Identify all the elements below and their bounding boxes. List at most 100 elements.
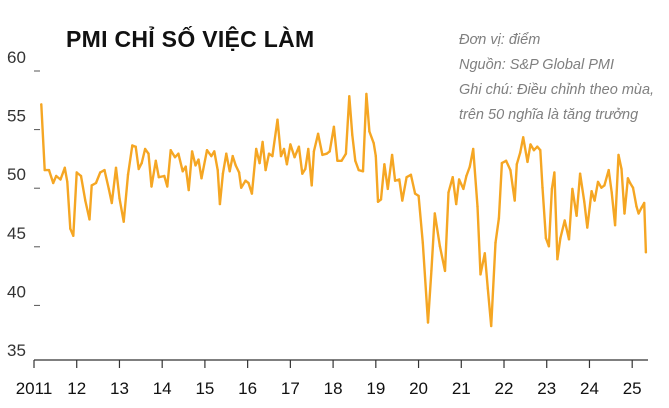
data-point	[357, 168, 360, 172]
x-tick-label: 25	[623, 379, 642, 398]
data-point	[457, 178, 461, 181]
data-point	[216, 168, 219, 172]
data-point	[643, 201, 646, 205]
data-point	[276, 118, 279, 121]
data-point	[267, 152, 271, 155]
data-point	[114, 166, 118, 169]
data-point	[205, 149, 209, 152]
data-point	[613, 224, 617, 227]
data-point	[225, 152, 228, 155]
data-point	[401, 199, 404, 202]
data-point	[190, 150, 194, 153]
data-point	[447, 191, 450, 194]
y-tick-label: 55	[7, 107, 26, 126]
data-point	[640, 206, 643, 209]
data-point	[66, 180, 69, 184]
x-axis: 2011 12 13 14 15 16 17 18 19 20 21 22 23 24 25	[16, 359, 648, 398]
data-point	[476, 205, 479, 208]
data-point	[344, 152, 348, 155]
chart-title: PMI CHỈ SỐ VIỆC LÀM	[66, 26, 315, 52]
data-point	[289, 143, 292, 146]
data-point	[443, 269, 447, 273]
data-point	[166, 185, 169, 188]
data-point	[43, 168, 46, 172]
data-point	[526, 160, 529, 164]
data-point	[79, 174, 83, 178]
data-point	[539, 149, 542, 152]
data-point	[413, 192, 417, 195]
data-point	[596, 180, 600, 184]
data-point	[271, 154, 274, 158]
data-point	[221, 172, 225, 175]
data-point	[417, 194, 420, 198]
data-point	[147, 152, 150, 155]
data-point	[134, 145, 137, 148]
data-point	[177, 152, 180, 155]
x-tick-label: 12	[67, 379, 86, 398]
data-point	[575, 214, 578, 217]
data-point	[519, 151, 522, 154]
x-tick-label: 18	[324, 379, 343, 398]
data-point	[75, 171, 78, 174]
y-tick-label: 35	[7, 341, 26, 360]
data-point	[536, 145, 539, 148]
data-point	[110, 201, 114, 205]
data-point	[563, 219, 566, 222]
data-point	[513, 199, 516, 202]
data-point	[143, 147, 147, 151]
data-point	[293, 156, 296, 159]
data-point	[504, 159, 508, 162]
data-point	[617, 153, 620, 157]
y-tick-label: 50	[7, 165, 26, 184]
data-point	[264, 168, 267, 172]
data-point	[405, 176, 408, 179]
data-point	[187, 188, 190, 192]
data-point	[131, 144, 134, 147]
data-point	[398, 178, 401, 181]
data-point	[107, 187, 111, 191]
data-point	[593, 199, 596, 202]
data-point	[607, 168, 610, 172]
data-point	[250, 192, 254, 195]
data-point	[103, 168, 106, 172]
data-point	[200, 177, 203, 180]
data-point	[631, 186, 635, 189]
data-point	[372, 142, 375, 145]
data-point	[644, 251, 648, 254]
data-point	[118, 197, 121, 200]
data-point	[228, 170, 231, 173]
y-tick-label: 40	[7, 282, 26, 301]
data-point	[240, 186, 243, 189]
data-point	[197, 158, 200, 161]
data-point	[340, 159, 343, 162]
data-point	[285, 163, 289, 166]
data-point	[468, 165, 471, 168]
data-point	[282, 147, 286, 151]
data-point	[553, 171, 556, 174]
data-point	[532, 149, 536, 152]
data-point	[483, 252, 486, 255]
chart-notes: Đơn vị: điểm Nguồn: S&P Global PMI Ghi c…	[459, 28, 664, 128]
data-point	[603, 184, 606, 187]
x-tick-label: 20	[409, 379, 428, 398]
y-axis: 60 55 50 45 40 35	[7, 48, 40, 360]
data-point	[500, 161, 504, 165]
data-point	[169, 149, 172, 152]
y-tick-label: 60	[7, 48, 26, 67]
data-point	[47, 168, 51, 172]
data-point	[586, 226, 589, 229]
data-point	[237, 171, 241, 174]
data-point	[426, 321, 430, 324]
data-point	[304, 167, 307, 171]
data-point	[194, 164, 197, 167]
x-tick-label: 16	[238, 379, 257, 398]
data-point	[307, 147, 310, 151]
data-point	[509, 168, 512, 172]
data-point	[455, 202, 458, 206]
data-point	[571, 187, 574, 191]
data-point	[465, 174, 468, 178]
data-point	[52, 181, 55, 185]
data-point	[210, 154, 213, 158]
data-point	[368, 130, 371, 133]
